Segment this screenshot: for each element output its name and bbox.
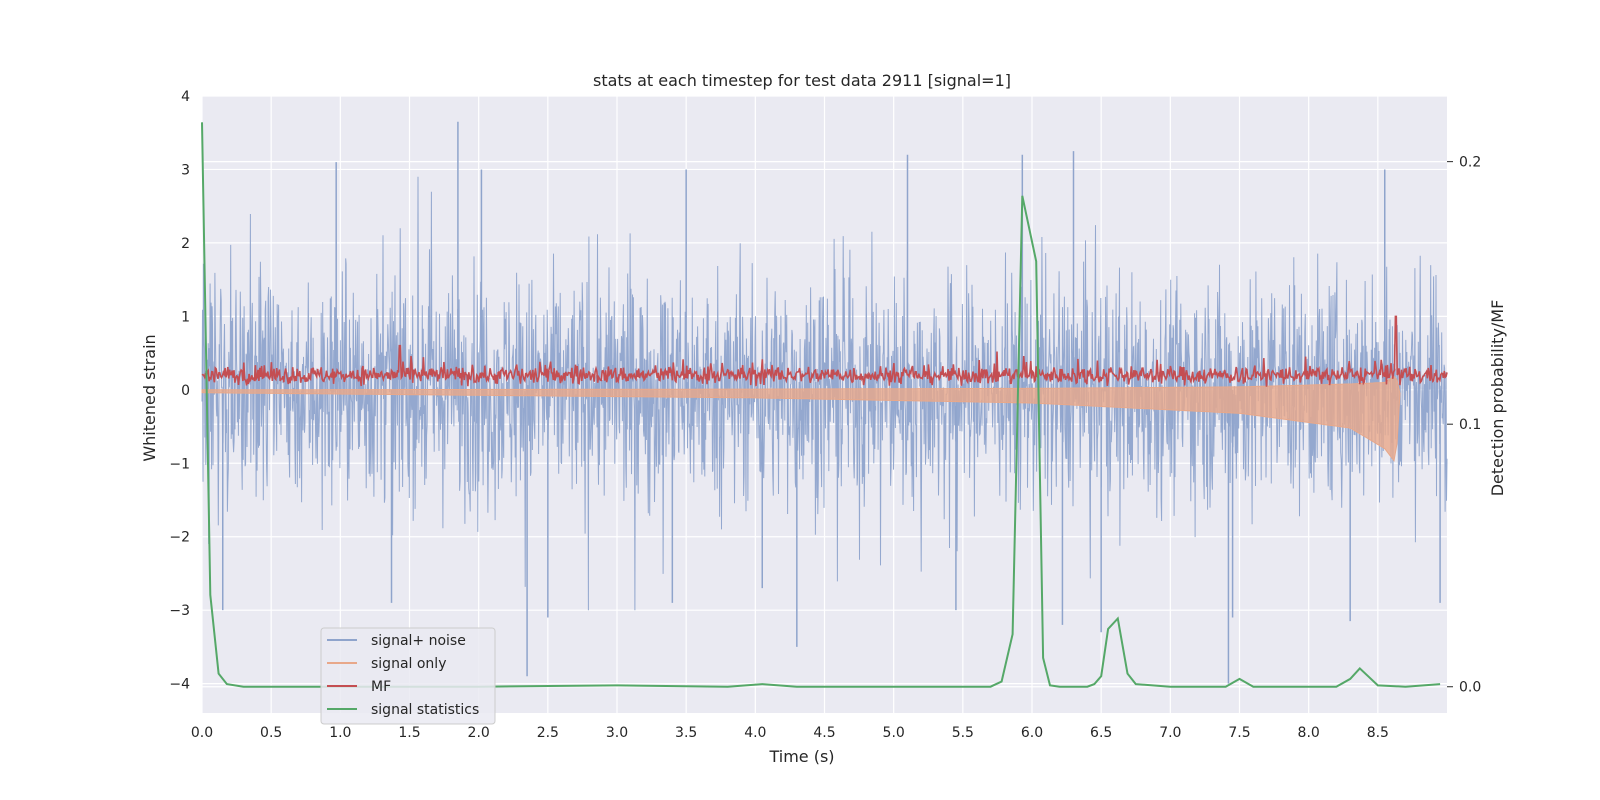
y-tick-label: 2 (181, 236, 190, 252)
x-tick-label: 8.5 (1367, 725, 1389, 741)
series-signal-only (201, 375, 1401, 463)
right-tick-label: 0.0 (1459, 680, 1481, 696)
x-tick-label: 5.0 (883, 725, 905, 741)
right-tick-label: 0.1 (1459, 417, 1481, 433)
legend-label: signal only (371, 656, 446, 672)
x-axis-ticks: 0.0 0.5 1.0 1.5 2.0 2.5 3.0 3.5 4.0 4.5 5.0 5.5 6.0 6… (191, 725, 1389, 741)
x-tick-label: 8.0 (1298, 725, 1320, 741)
x-tick-label: 0.0 (191, 725, 213, 741)
legend-item-signal-statistics: signal statistics (327, 702, 479, 718)
legend-item-mf: MF (327, 679, 391, 695)
series-mf (201, 315, 1448, 387)
y-tick-label: −4 (169, 677, 190, 693)
y-tick-label: 3 (181, 162, 190, 178)
x-tick-label: 6.0 (1021, 725, 1043, 741)
y-axis-ticks: 4 3 2 1 0 −1 −2 −3 −4 (169, 89, 190, 693)
right-axis-ticks: 0.2 0.1 0.0 (1447, 155, 1481, 696)
x-tick-label: 5.5 (952, 725, 974, 741)
x-tick-label: 3.5 (675, 725, 697, 741)
y-tick-label: −3 (169, 603, 190, 619)
right-axis-label: Detection probability/MF (1488, 300, 1507, 497)
y-tick-label: 1 (181, 309, 190, 325)
right-tick-label: 0.2 (1459, 155, 1481, 171)
legend-item-signal-only: signal only (327, 656, 446, 672)
y-tick-label: 0 (181, 383, 190, 399)
x-tick-label: 2.0 (468, 725, 490, 741)
x-axis-label: Time (s) (768, 747, 834, 766)
y-tick-label: −2 (169, 530, 190, 546)
legend-item-signal-noise: signal+ noise (327, 633, 466, 649)
x-tick-label: 4.5 (813, 725, 835, 741)
x-tick-label: 0.5 (260, 725, 282, 741)
signal-only-line (201, 375, 1401, 463)
y-tick-label: −1 (169, 456, 190, 472)
x-tick-label: 2.5 (537, 725, 559, 741)
mf-line (201, 315, 1448, 387)
signal-noise-line (201, 176, 1448, 611)
x-tick-label: 4.0 (744, 725, 766, 741)
y-tick-label: 4 (181, 89, 190, 105)
legend-label: signal+ noise (371, 633, 466, 649)
chart-title: stats at each timestep for test data 291… (593, 71, 1011, 90)
y-axis-label: Whitened strain (140, 334, 159, 461)
x-tick-label: 6.5 (1090, 725, 1112, 741)
x-tick-label: 7.0 (1159, 725, 1181, 741)
legend-box (320, 627, 496, 725)
x-tick-label: 1.5 (398, 725, 420, 741)
x-tick-label: 3.0 (606, 725, 628, 741)
legend-label: signal statistics (371, 702, 479, 718)
legend-label: MF (371, 679, 391, 695)
x-tick-label: 1.0 (329, 725, 351, 741)
x-tick-label: 7.5 (1228, 725, 1250, 741)
legend: signal+ noise signal only MF signal stat… (320, 627, 496, 725)
